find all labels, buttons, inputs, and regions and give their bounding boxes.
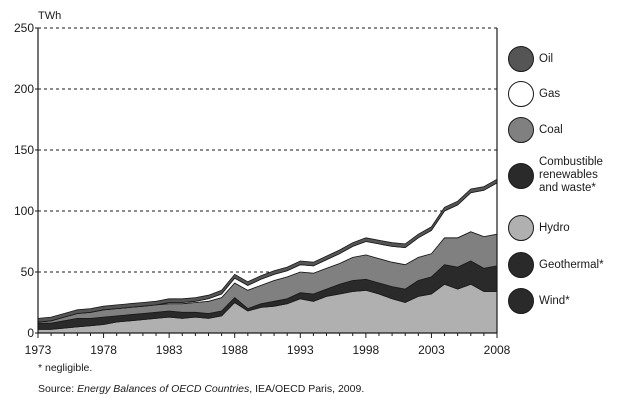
legend-label: Geothermal*: [539, 258, 604, 271]
x-tick-label: 1988: [221, 343, 248, 357]
legend-label: Combustible renewables and waste*: [539, 156, 603, 194]
x-tick-label: 2008: [484, 343, 511, 357]
legend-label: Oil: [539, 52, 554, 65]
y-tick-label: 50: [21, 265, 35, 279]
legend-item: Wind*: [508, 288, 570, 314]
legend-swatch: [508, 252, 534, 278]
x-tick-label: 1998: [353, 343, 380, 357]
legend-label: Hydro: [539, 221, 570, 234]
axes: TWh 0 50 100 150 200 250 1973 1978 1983 1988 1993 1…: [14, 10, 511, 357]
legend-label: Gas: [539, 87, 561, 100]
legend-swatch: [508, 162, 534, 189]
legend-swatch: [508, 81, 534, 107]
legend-label: Wind*: [539, 294, 570, 307]
legend-swatch: [508, 117, 534, 143]
legend-item: Geothermal*: [508, 252, 604, 278]
legend-item: Hydro: [508, 215, 570, 241]
legend-swatch: [508, 288, 534, 314]
grid-lines: [38, 27, 497, 273]
source-note: Source: Energy Balances of OECD Countrie…: [38, 383, 364, 395]
x-tick-label: 1978: [90, 343, 117, 357]
x-tick-label: 2003: [418, 343, 445, 357]
legend-swatch: [508, 46, 534, 72]
source-prefix: Source:: [38, 383, 75, 395]
source-title: Energy Balances of OECD Countries: [77, 383, 250, 395]
x-tick-label: 1973: [25, 343, 52, 357]
legend-item: Combustible renewables and waste*: [508, 156, 603, 195]
stacked-areas: [37, 178, 498, 334]
legend-swatch: [508, 215, 534, 241]
footnote: * negligible.: [38, 362, 93, 374]
x-tick-label: 1983: [156, 343, 183, 357]
y-tick-label: 200: [14, 82, 34, 96]
y-axis-unit: TWh: [38, 10, 61, 22]
y-tick-label: 150: [14, 143, 34, 157]
y-tick-label: 250: [14, 21, 34, 35]
source-suffix: , IEA/OECD Paris, 2009.: [249, 383, 365, 395]
y-tick-label: 0: [27, 326, 34, 340]
legend-label: Coal: [539, 123, 563, 136]
legend-item: Oil: [508, 46, 553, 72]
legend-item: Coal: [508, 117, 563, 143]
y-tick-label: 100: [14, 204, 34, 218]
legend-item: Gas: [508, 81, 560, 107]
x-tick-label: 1993: [287, 343, 314, 357]
